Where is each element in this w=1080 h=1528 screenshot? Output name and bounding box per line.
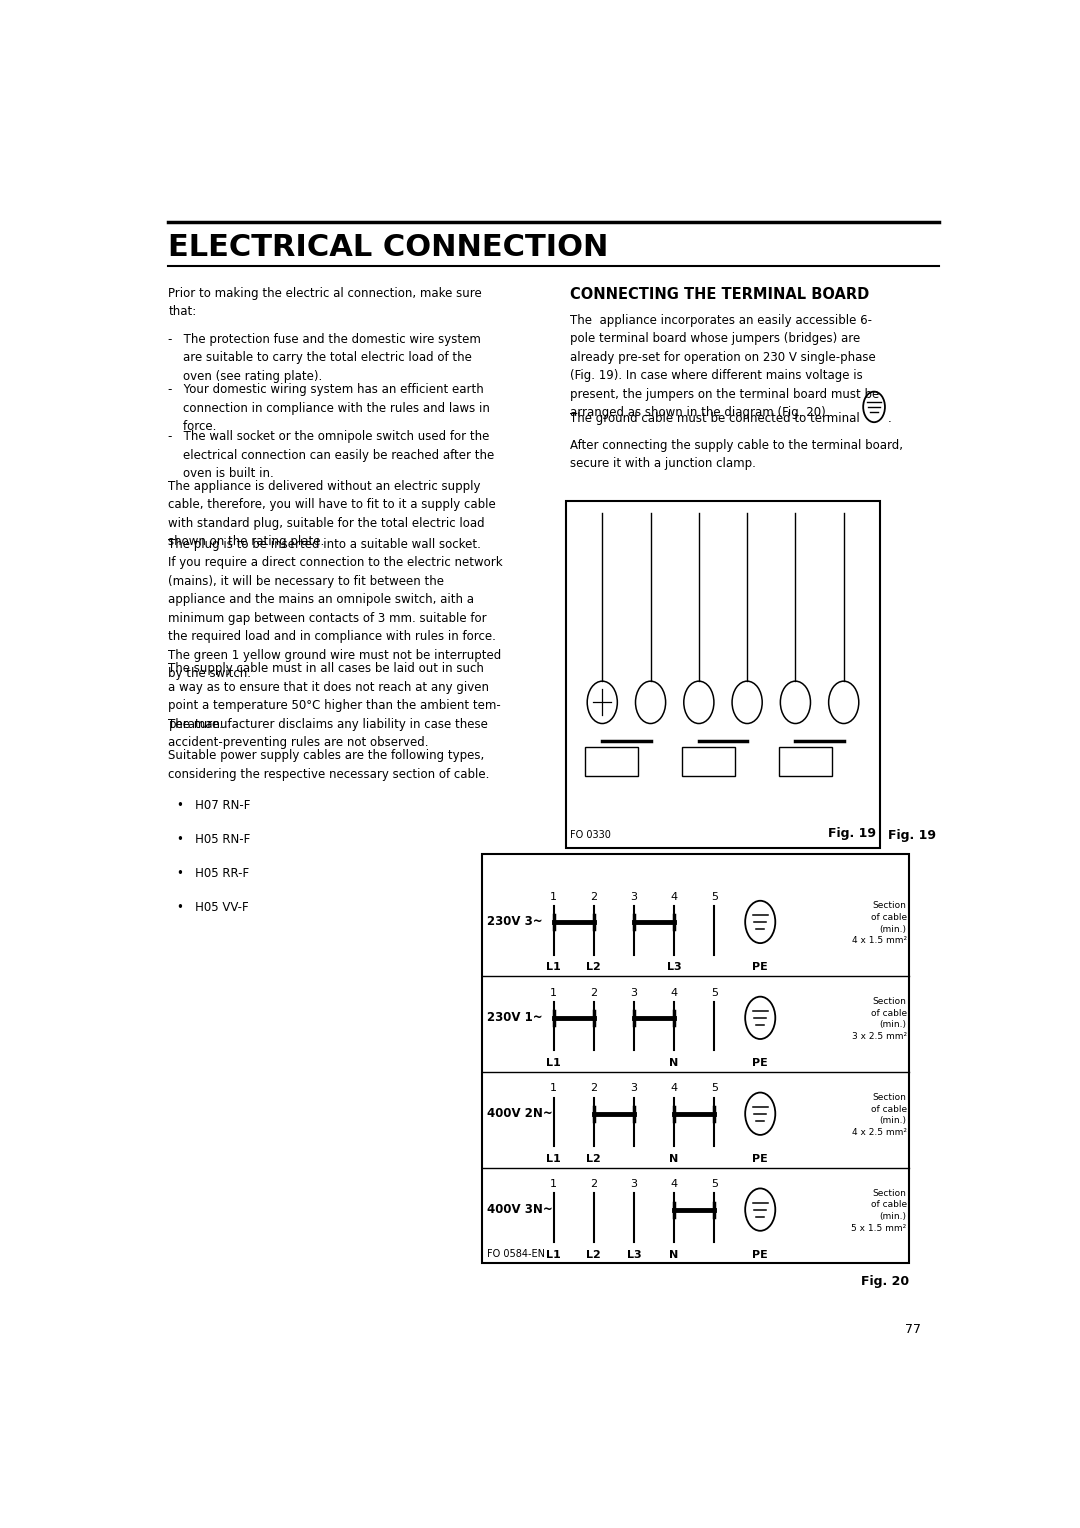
Text: FO 0584-EN: FO 0584-EN [486,1248,544,1259]
Text: The  appliance incorporates an easily accessible 6-
pole terminal board whose ju: The appliance incorporates an easily acc… [570,313,879,420]
Text: L3: L3 [626,1250,642,1261]
Text: The manufacturer disclaims any liability in case these
accident-preventing rules: The manufacturer disclaims any liability… [168,718,488,749]
Text: 2: 2 [590,1180,597,1189]
Text: •   H07 RN-F: • H07 RN-F [177,799,251,811]
Text: 77: 77 [905,1323,921,1337]
Text: L2: L2 [586,963,602,972]
Text: 1: 1 [550,987,557,998]
Text: L1: L1 [546,963,561,972]
Text: N: N [670,1057,678,1068]
Text: 2: 2 [590,987,597,998]
Text: Fig. 20: Fig. 20 [861,1276,909,1288]
Text: L1: L1 [546,1154,561,1164]
Text: 1: 1 [550,1083,557,1094]
Text: L2: L2 [586,1250,602,1261]
Text: 4: 4 [671,1083,677,1094]
Text: FO 0330: FO 0330 [570,830,611,840]
Text: Fig. 19: Fig. 19 [827,827,876,840]
Text: N: N [670,1250,678,1261]
Text: L1: L1 [546,1057,561,1068]
Text: •   H05 RR-F: • H05 RR-F [177,866,249,880]
Text: Section
of cable
(min.)
4 x 2.5 mm²: Section of cable (min.) 4 x 2.5 mm² [852,1093,907,1137]
Text: 1: 1 [550,1180,557,1189]
Text: 4: 4 [671,987,677,998]
Text: 230V 1~: 230V 1~ [486,1012,542,1024]
Text: 5: 5 [711,1083,718,1094]
Text: 400V 2N~: 400V 2N~ [486,1108,552,1120]
Text: PE: PE [753,1250,768,1261]
Text: Prior to making the electric al connection, make sure
that:: Prior to making the electric al connecti… [168,287,483,318]
Text: After connecting the supply cable to the terminal board,
secure it with a juncti: After connecting the supply cable to the… [570,439,903,471]
Text: -   The protection fuse and the domestic wire system
    are suitable to carry t: - The protection fuse and the domestic w… [168,333,482,384]
Text: PE: PE [753,963,768,972]
Text: 1: 1 [550,892,557,902]
Text: The ground cable must be connected to terminal: The ground cable must be connected to te… [570,411,860,425]
Text: 5: 5 [711,892,718,902]
Text: The plug is to be inserted into a suitable wall socket.
If you require a direct : The plug is to be inserted into a suitab… [168,538,503,680]
Text: 3: 3 [631,1083,637,1094]
Text: 3: 3 [631,987,637,998]
Text: 3: 3 [631,1180,637,1189]
Text: -   Your domestic wiring system has an efficient earth
    connection in complia: - Your domestic wiring system has an eff… [168,384,490,434]
Text: N: N [670,1154,678,1164]
Text: Suitable power supply cables are the following types,
considering the respective: Suitable power supply cables are the fol… [168,749,490,781]
Text: 400V 3N~: 400V 3N~ [486,1203,552,1216]
Text: ELECTRICAL CONNECTION: ELECTRICAL CONNECTION [168,232,609,261]
Text: 2: 2 [590,1083,597,1094]
Text: Fig. 19: Fig. 19 [889,830,936,842]
Text: •   H05 VV-F: • H05 VV-F [177,902,248,914]
Text: 4: 4 [671,892,677,902]
Text: 3: 3 [631,892,637,902]
Text: L3: L3 [666,963,681,972]
Text: Section
of cable
(min.)
4 x 1.5 mm²: Section of cable (min.) 4 x 1.5 mm² [852,902,907,946]
Text: L2: L2 [586,1154,602,1164]
Text: •   H05 RN-F: • H05 RN-F [177,833,251,847]
FancyBboxPatch shape [566,501,880,848]
Text: The appliance is delivered without an electric supply
cable, therefore, you will: The appliance is delivered without an el… [168,480,496,549]
Text: 4: 4 [671,1180,677,1189]
Text: CONNECTING THE TERMINAL BOARD: CONNECTING THE TERMINAL BOARD [570,287,869,303]
Text: Section
of cable
(min.)
3 x 2.5 mm²: Section of cable (min.) 3 x 2.5 mm² [852,996,907,1041]
Text: -   The wall socket or the omnipole switch used for the
    electrical connectio: - The wall socket or the omnipole switch… [168,431,495,480]
Text: Section
of cable
(min.)
5 x 1.5 mm²: Section of cable (min.) 5 x 1.5 mm² [851,1189,907,1233]
Text: 2: 2 [590,892,597,902]
Text: .: . [888,411,891,425]
FancyBboxPatch shape [483,854,909,1264]
Text: PE: PE [753,1057,768,1068]
Text: PE: PE [753,1154,768,1164]
Text: 5: 5 [711,987,718,998]
Text: 5: 5 [711,1180,718,1189]
Text: L1: L1 [546,1250,561,1261]
Text: The supply cable must in all cases be laid out in such
a way as to ensure that i: The supply cable must in all cases be la… [168,662,501,730]
Text: 230V 3~: 230V 3~ [486,915,542,929]
